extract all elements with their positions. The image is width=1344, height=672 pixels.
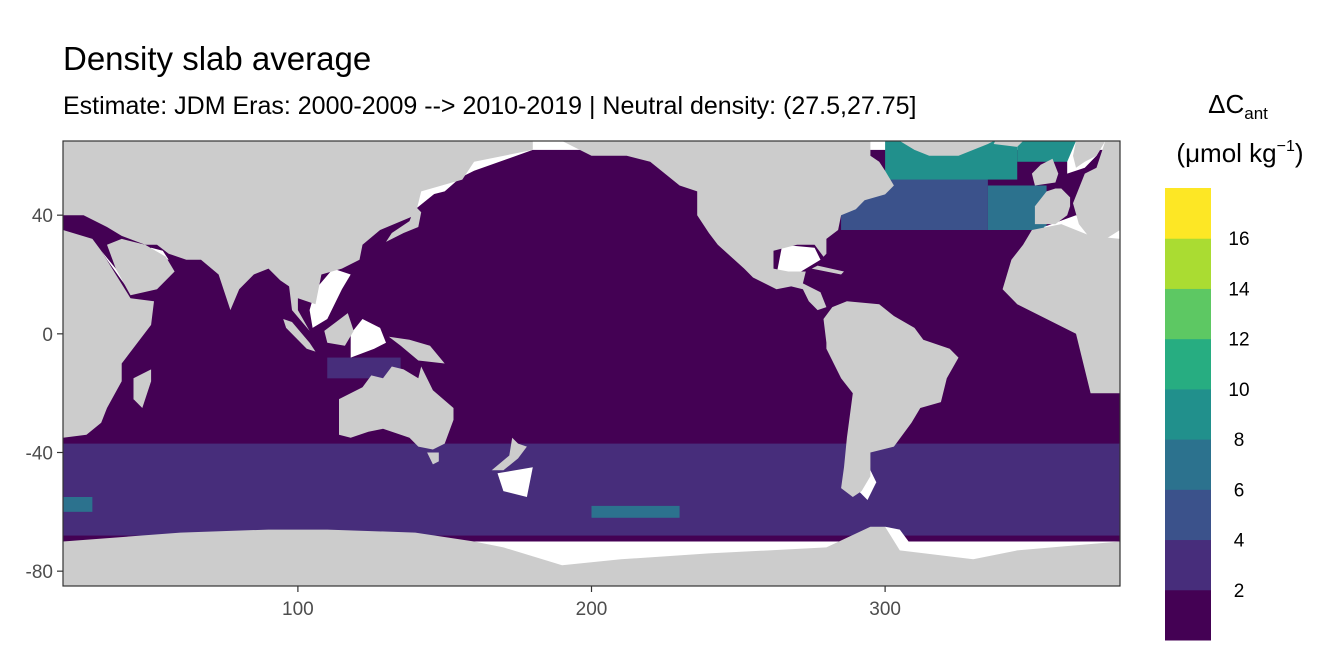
legend-label: 14 xyxy=(1228,279,1250,300)
land-japan xyxy=(386,206,422,242)
land-arabia xyxy=(107,238,175,296)
x-tick-label: 100 xyxy=(282,599,314,620)
legend-label: 10 xyxy=(1228,380,1249,401)
no-data-indonesian-seas xyxy=(350,319,386,358)
legend-labels: 2 4 6 8 10 12 14 16 xyxy=(1228,229,1250,602)
legend-label: 8 xyxy=(1234,430,1245,451)
no-data-south-china-sea xyxy=(309,268,351,328)
legend: ΔCant (μmol kg−1) 2 4 6 8 10 12 14 16 xyxy=(1165,89,1304,641)
legend-bin xyxy=(1165,589,1211,641)
legend-colorbar xyxy=(1165,188,1211,641)
legend-label: 4 xyxy=(1234,531,1245,552)
legend-title: ΔCant xyxy=(1208,89,1268,123)
y-tick-label: -80 xyxy=(26,562,53,583)
legend-bin xyxy=(1165,439,1211,490)
no-data-gulf-of-mexico xyxy=(776,244,821,278)
land-australia xyxy=(339,366,454,450)
legend-bin xyxy=(1165,188,1211,239)
region-ross-sea-sector xyxy=(591,505,680,518)
y-tick-label: 0 xyxy=(42,325,53,346)
land-africa xyxy=(63,230,154,438)
land-tasmania xyxy=(427,452,439,465)
chart-title: Density slab average xyxy=(63,40,372,77)
land-antarctica xyxy=(63,526,1120,586)
land-sumatra xyxy=(283,319,316,352)
land-borneo xyxy=(324,313,354,346)
land-iceland xyxy=(993,141,1024,147)
y-axis: 40 0 -40 -80 xyxy=(26,206,63,583)
land-british-isles xyxy=(1031,158,1059,186)
land-greenland xyxy=(899,141,994,156)
legend-unit: (μmol kg−1) xyxy=(1176,138,1303,168)
legend-bin xyxy=(1165,539,1211,591)
land-new-guinea xyxy=(388,336,445,364)
land-north-africa-wrap xyxy=(1002,224,1120,394)
legend-bin xyxy=(1165,288,1211,340)
legend-label: 12 xyxy=(1228,330,1249,351)
land-western-eurasia xyxy=(1073,141,1120,245)
legend-bin xyxy=(1165,489,1211,541)
legend-bin xyxy=(1165,338,1211,390)
legend-bin xyxy=(1165,388,1211,440)
y-tick-label: -40 xyxy=(26,444,53,465)
region-irminger-sea xyxy=(1017,141,1076,162)
land-madagascar xyxy=(133,369,152,408)
region-south-atlantic-indian-sector xyxy=(63,497,93,512)
legend-label: 6 xyxy=(1234,480,1245,501)
land-europe xyxy=(1034,188,1071,225)
land-layer xyxy=(63,141,1120,586)
land-south-america xyxy=(823,301,959,497)
land-scandinavia xyxy=(1073,141,1106,168)
land-new-zealand xyxy=(491,437,527,471)
x-tick-label: 200 xyxy=(576,599,608,620)
region-timor-sea xyxy=(327,357,401,379)
legend-bin xyxy=(1165,238,1211,289)
land-north-america xyxy=(562,141,894,311)
land-cuba xyxy=(811,265,844,275)
legend-label: 16 xyxy=(1228,229,1249,250)
region-southern-ocean-band xyxy=(63,443,1120,536)
chart-subtitle: Estimate: JDM Eras: 2000-2009 --> 2010-2… xyxy=(63,92,917,120)
x-axis: 100 200 300 xyxy=(282,586,901,620)
land-eurasia xyxy=(63,141,533,331)
x-tick-label: 300 xyxy=(869,599,901,620)
no-data-campbell-plateau xyxy=(497,467,533,497)
legend-label: 2 xyxy=(1234,581,1245,602)
map-panel xyxy=(62,140,1121,587)
y-tick-label: 40 xyxy=(32,206,53,227)
ocean-layer xyxy=(63,141,1120,542)
